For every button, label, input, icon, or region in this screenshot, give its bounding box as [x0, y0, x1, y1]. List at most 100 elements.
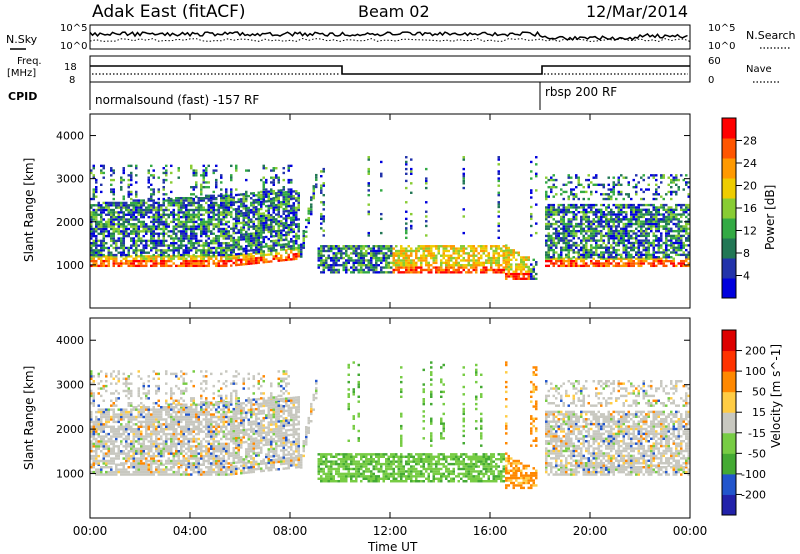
heatmap-cell — [132, 223, 135, 226]
heatmap-cell — [517, 263, 520, 266]
heatmap-cell — [645, 232, 648, 235]
heatmap-cell — [462, 172, 465, 176]
heatmap-cell — [195, 237, 198, 240]
heatmap-cell — [627, 246, 630, 249]
heatmap-cell — [227, 213, 230, 216]
heatmap-cell — [110, 466, 113, 469]
heatmap-cell — [637, 246, 640, 249]
heatmap-cell — [125, 437, 128, 441]
heatmap-cell — [577, 211, 580, 214]
heatmap-cell — [637, 264, 640, 268]
heatmap-cell — [117, 380, 120, 383]
heatmap-cell — [112, 435, 115, 438]
heatmap-cell — [365, 259, 368, 262]
heatmap-cell — [652, 215, 655, 219]
heatmap-cell — [580, 246, 583, 249]
heatmap-cell — [217, 246, 220, 250]
heatmap-cell — [257, 191, 260, 194]
heatmap-cell — [220, 201, 223, 205]
heatmap-cell — [577, 256, 580, 259]
heatmap-cell — [207, 208, 210, 212]
heatmap-cell — [242, 193, 245, 196]
heatmap-cell — [220, 234, 223, 238]
heatmap-cell — [435, 271, 438, 274]
heatmap-cell — [110, 251, 113, 254]
heatmap-cell — [380, 259, 383, 262]
heatmap-cell — [115, 201, 118, 205]
heatmap-cell — [355, 247, 358, 250]
heatmap-cell — [580, 248, 583, 252]
heatmap-cell — [90, 435, 93, 438]
heatmap-cell — [640, 253, 643, 257]
heatmap-cell — [505, 277, 508, 280]
heatmap-cell — [132, 435, 135, 438]
heatmap-cell — [455, 256, 458, 260]
heatmap-cell — [475, 264, 478, 267]
heatmap-cell — [637, 218, 640, 221]
heatmap-cell — [410, 224, 413, 228]
heatmap-cell — [250, 242, 253, 245]
heatmap-cell — [215, 164, 218, 168]
heatmap-cell — [185, 259, 188, 263]
heatmap-cell — [620, 239, 623, 242]
heatmap-cell — [105, 418, 108, 421]
heatmap-cell — [120, 264, 123, 268]
heatmap-cell — [612, 248, 615, 252]
heatmap-cell — [477, 245, 480, 248]
heatmap-cell — [257, 241, 260, 244]
heatmap-cell — [97, 372, 100, 376]
heatmap-cell — [217, 251, 220, 254]
heatmap-cell — [242, 256, 245, 259]
heatmap-cell — [555, 244, 558, 247]
heatmap-cell — [360, 264, 363, 267]
heatmap-cell — [452, 245, 455, 248]
heatmap-cell — [317, 266, 320, 269]
heatmap-cell — [550, 237, 553, 240]
heatmap-cell — [557, 225, 560, 228]
heatmap-cell — [182, 253, 185, 257]
heatmap-cell — [127, 223, 130, 226]
heatmap-cell — [617, 190, 620, 194]
heatmap-cell — [180, 208, 183, 212]
y-tick-label: 3000 — [56, 173, 84, 186]
heatmap-cell — [255, 257, 258, 260]
heatmap-cell — [117, 452, 120, 455]
heatmap-cell — [245, 252, 248, 255]
heatmap-cell — [295, 232, 298, 236]
heatmap-cell — [567, 225, 570, 228]
heatmap-cell — [367, 271, 370, 274]
heatmap-cell — [100, 249, 103, 252]
heatmap-cell — [552, 222, 555, 226]
heatmap-cell — [665, 246, 668, 249]
heatmap-cell — [212, 213, 215, 216]
heatmap-cell — [395, 266, 398, 269]
heatmap-cell — [560, 251, 563, 254]
heatmap-cell — [430, 268, 433, 272]
heatmap-cell — [225, 204, 228, 207]
heatmap-cell — [607, 256, 610, 259]
nave-label: Nave — [746, 64, 772, 75]
heatmap-cell — [240, 253, 243, 257]
heatmap-cell — [507, 263, 510, 266]
heatmap-cell — [422, 254, 425, 257]
heatmap-cell — [367, 231, 370, 235]
heatmap-cell — [572, 229, 575, 233]
heatmap-cell — [225, 237, 228, 240]
heatmap-cell — [220, 176, 223, 179]
heatmap-cell — [102, 435, 105, 438]
heatmap-cell — [577, 237, 580, 240]
heatmap-cell — [192, 262, 195, 265]
heatmap-cell — [612, 218, 615, 221]
heatmap-cell — [520, 261, 523, 264]
heatmap-cell — [280, 246, 283, 249]
heatmap-cell — [307, 212, 310, 215]
heatmap-cell — [252, 215, 255, 219]
heatmap-cell — [130, 415, 133, 419]
heatmap-cell — [207, 246, 210, 250]
heatmap-cell — [545, 193, 548, 196]
power-heatmap-cells — [90, 156, 690, 280]
heatmap-cell — [627, 259, 630, 263]
heatmap-cell — [675, 178, 678, 182]
heatmap-cell — [582, 229, 585, 233]
heatmap-cell — [160, 215, 163, 219]
